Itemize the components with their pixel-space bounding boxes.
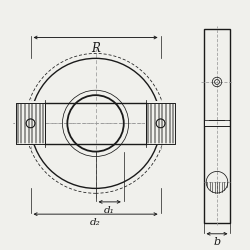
Text: d₂: d₂	[90, 218, 101, 227]
Bar	[225, 120, 228, 126]
Bar	[206, 120, 209, 126]
Bar	[146, 102, 175, 144]
Bar	[16, 102, 45, 144]
Bar	[204, 29, 231, 223]
Text: R: R	[91, 42, 100, 55]
Bar	[146, 102, 175, 144]
Bar	[14, 101, 46, 146]
Bar	[16, 102, 45, 144]
Text: b: b	[214, 238, 220, 248]
Text: d₁: d₁	[104, 206, 115, 214]
Bar	[145, 101, 178, 146]
